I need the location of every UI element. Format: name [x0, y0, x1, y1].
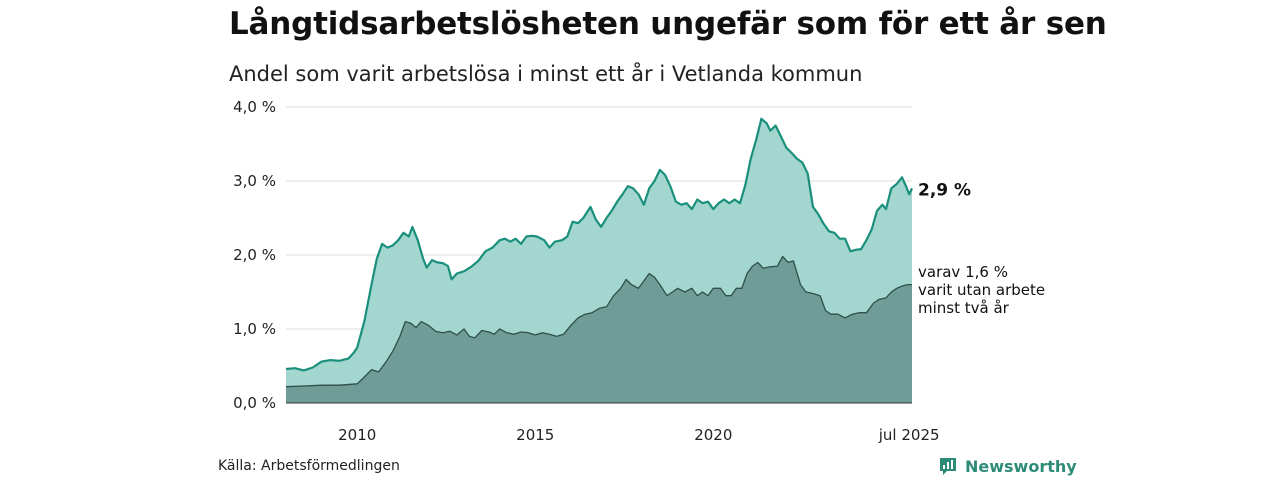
y-tick-label: 1,0 % [233, 320, 276, 338]
source-note: Källa: Arbetsförmedlingen [218, 458, 400, 474]
series-1-end-note: minst två år [918, 299, 1010, 317]
series-0-line [285, 117, 913, 372]
series-1-end-label: varav 1,6 % [918, 263, 1008, 281]
y-tick-label: 0,0 % [233, 394, 276, 412]
chart-title: Långtidsarbetslösheten ungefär som för e… [229, 6, 1107, 42]
x-tick-label: jul 2025 [878, 426, 940, 444]
newsworthy-brand: Newsworthy [938, 456, 1077, 476]
y-tick-label: 2,0 % [233, 246, 276, 264]
x-tick-label: 2015 [516, 426, 554, 444]
series-1-line [285, 255, 912, 388]
x-tick-label: 2010 [338, 426, 376, 444]
series-1-end-note: varit utan arbete [918, 281, 1045, 299]
chart-subtitle: Andel som varit arbetslösa i minst ett å… [229, 62, 863, 86]
newsworthy-logo-icon [940, 458, 956, 475]
brand-name: Newsworthy [965, 456, 1077, 476]
series-1-area [286, 256, 912, 403]
series-0-end-label: 2,9 % [918, 180, 971, 200]
y-tick-label: 4,0 % [233, 98, 276, 116]
x-tick-label: 2020 [694, 426, 732, 444]
y-tick-label: 3,0 % [233, 172, 276, 190]
